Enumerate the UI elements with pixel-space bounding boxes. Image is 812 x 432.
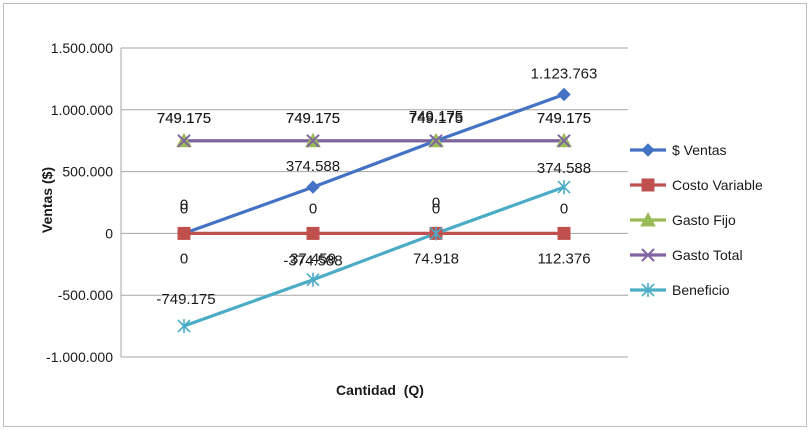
data-label: -374.588 bbox=[283, 253, 342, 270]
y-tick-label: 500.000 bbox=[62, 164, 113, 180]
data-label: 749.175 bbox=[537, 110, 591, 127]
data-point bbox=[557, 134, 571, 148]
data-label: 1.123.763 bbox=[531, 66, 598, 83]
data-point bbox=[306, 226, 320, 240]
legend-item: Gasto Fijo bbox=[630, 211, 736, 228]
data-point bbox=[306, 180, 320, 194]
gridlines bbox=[120, 47, 628, 358]
data-label: 0 bbox=[180, 200, 188, 217]
x-tick-label: 74.918 bbox=[413, 250, 459, 267]
legend-marker bbox=[641, 248, 655, 262]
data-label: 749.175 bbox=[409, 110, 463, 127]
data-point bbox=[177, 318, 191, 333]
data-label: 749.175 bbox=[409, 110, 463, 127]
data-label: 749.175 bbox=[286, 110, 340, 127]
data-label: 0 bbox=[432, 194, 440, 211]
data-point bbox=[306, 134, 320, 148]
data-label: 749.175 bbox=[286, 110, 340, 127]
y-tick-label: 1.500.000 bbox=[51, 40, 113, 56]
y-tick-label: 0 bbox=[105, 225, 113, 241]
y-tick-labels: -1.000.000 -500.000 0 500.000 1.000.000 1.500… bbox=[46, 40, 113, 365]
data-label: 0 bbox=[309, 200, 317, 217]
data-label: 749.175 bbox=[409, 108, 463, 125]
legend-marker bbox=[641, 283, 655, 297]
data-label: 0 bbox=[432, 200, 440, 217]
legend-marker bbox=[641, 178, 655, 192]
data-label: 749.175 bbox=[157, 110, 211, 127]
legend-item: $ Ventas bbox=[630, 142, 727, 158]
series-markers bbox=[176, 87, 572, 333]
data-label: 374.588 bbox=[537, 160, 591, 177]
data-point bbox=[429, 134, 443, 148]
data-point bbox=[557, 87, 571, 102]
data-label: -749.175 bbox=[156, 291, 215, 308]
data-point bbox=[429, 226, 443, 241]
data-point bbox=[177, 226, 191, 240]
x-axis-title: Cantidad (Q) bbox=[336, 382, 424, 398]
legend-label: Costo Variable bbox=[672, 177, 763, 193]
legend-marker bbox=[641, 143, 655, 157]
chart-frame bbox=[3, 3, 807, 427]
legend-label: Beneficio bbox=[672, 282, 730, 298]
legend-item: Beneficio bbox=[630, 282, 730, 298]
data-point bbox=[557, 226, 571, 240]
x-tick-label: 0 bbox=[180, 250, 188, 267]
x-tick-labels: 0 37.459 74.918 112.376 bbox=[180, 250, 591, 267]
legend: $ Ventas Costo Variable Gasto Fijo Gasto To… bbox=[630, 142, 763, 298]
data-label: 0 bbox=[560, 200, 568, 217]
data-label: 374.588 bbox=[286, 158, 340, 175]
data-point bbox=[557, 180, 571, 195]
data-point bbox=[177, 134, 191, 148]
x-tick-label: 37.459 bbox=[290, 250, 336, 267]
y-tick-label: 1.000.000 bbox=[51, 102, 113, 118]
data-point bbox=[306, 272, 320, 287]
legend-marker bbox=[640, 211, 656, 227]
series-lines bbox=[183, 92, 565, 328]
data-label: 0 bbox=[180, 196, 188, 213]
y-tick-label: -1.000.000 bbox=[46, 349, 113, 365]
series-line-0 bbox=[183, 92, 565, 235]
legend-label: Gasto Fijo bbox=[672, 212, 736, 228]
legend-item: Gasto Total bbox=[630, 247, 743, 263]
y-tick-label: -500.000 bbox=[58, 287, 113, 303]
data-label: 749.175 bbox=[537, 110, 591, 127]
data-label: 749.175 bbox=[157, 110, 211, 127]
y-axis-title: Ventas ($) bbox=[39, 167, 55, 233]
legend-label: Gasto Total bbox=[672, 247, 743, 263]
legend-item: Costo Variable bbox=[630, 177, 763, 193]
series-line-4 bbox=[183, 185, 565, 328]
x-tick-label: 112.376 bbox=[537, 250, 590, 267]
legend-label: $ Ventas bbox=[672, 142, 727, 158]
